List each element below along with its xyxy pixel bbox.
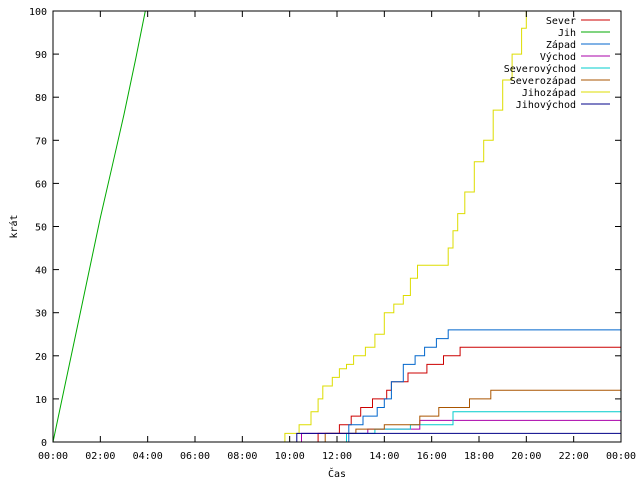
y-tick-label: 20 (35, 352, 47, 363)
x-tick-label: 02:00 (85, 451, 115, 462)
x-tick-label: 22:00 (559, 451, 589, 462)
x-tick-label: 18:00 (464, 451, 494, 462)
legend-label: Východ (540, 51, 576, 63)
x-tick-label: 00:00 (38, 451, 68, 462)
legend: SeverJihZápadVýchodSeverovýchodSeverozáp… (504, 16, 610, 111)
series-line-1 (52, 10, 146, 443)
y-tick-label: 40 (35, 266, 47, 277)
x-tick-label: 06:00 (180, 451, 210, 462)
x-tick-label: 08:00 (227, 451, 257, 462)
x-tick-label: 12:00 (322, 451, 352, 462)
series-line-0 (53, 346, 621, 443)
x-tick-label: 14:00 (369, 451, 399, 462)
series-line-2 (53, 329, 621, 443)
legend-label: Severozápad (510, 75, 576, 87)
y-tick-label: 60 (35, 179, 47, 190)
x-tick-label: 20:00 (511, 451, 541, 462)
x-tick-label: 00:00 (606, 451, 636, 462)
y-tick-label: 80 (35, 93, 47, 104)
y-tick-label: 90 (35, 50, 47, 61)
legend-label: Jihovýchod (516, 99, 576, 111)
y-tick-label: 100 (29, 7, 47, 18)
x-tick-label: 16:00 (417, 451, 447, 462)
y-tick-label: 70 (35, 136, 47, 147)
y-axis-label: krát (8, 214, 20, 238)
legend-label: Severovýchod (504, 63, 576, 75)
x-tick-label: 10:00 (275, 451, 305, 462)
y-tick-label: 50 (35, 223, 47, 234)
x-axis-label: Čas (328, 467, 346, 480)
legend-label: Sever (546, 16, 576, 27)
y-tick-label: 30 (35, 309, 47, 320)
x-tick-label: 04:00 (133, 451, 163, 462)
series-line-4 (53, 411, 621, 443)
y-tick-label: 10 (35, 395, 47, 406)
legend-label: Jih (558, 28, 576, 39)
legend-label: Západ (546, 39, 576, 51)
y-tick-label: 0 (41, 438, 47, 449)
ticks-layer: 00:00 02:00 04:00 06:00 08:00 10:00 12:00 14:00… (29, 7, 636, 462)
legend-label: Jihozápad (522, 87, 576, 99)
series-line-6 (53, 11, 527, 443)
